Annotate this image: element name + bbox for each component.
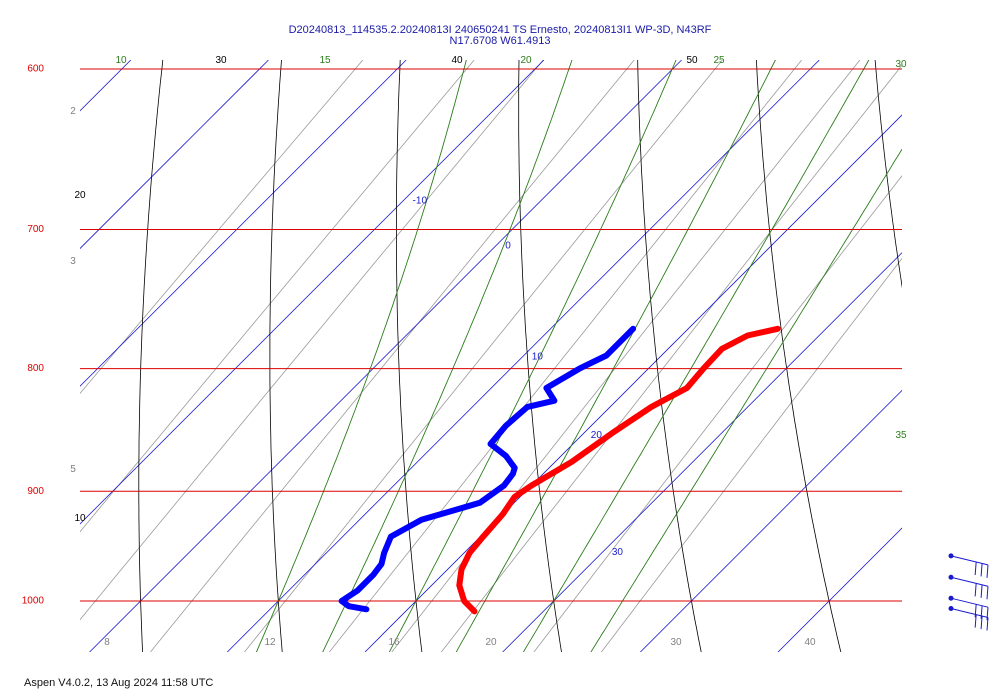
dry-adiabat-line — [874, 60, 902, 289]
wind-barb — [948, 595, 989, 621]
dry-adiabat-label: 10 — [74, 513, 86, 524]
mixing-ratio-label: 5 — [70, 464, 76, 475]
dry-adiabat-line — [994, 60, 1000, 652]
dry-adiabat-line — [637, 60, 702, 652]
isotherm-line — [364, 114, 902, 652]
dry-adiabat-line — [518, 60, 562, 652]
mixing-ratio-label: 12 — [264, 637, 276, 648]
pressure-label: 800 — [27, 363, 44, 374]
moist-adiabat-label: 15 — [319, 55, 331, 66]
mixing-ratio-line — [80, 60, 475, 533]
mixing-ratio-line — [440, 64, 902, 652]
isotherm-line — [777, 527, 902, 652]
isotherm-label: 10 — [532, 352, 544, 363]
moist-adiabat-line — [255, 60, 467, 652]
wind-barb — [948, 553, 989, 578]
isotherm-line — [80, 60, 545, 525]
dry-adiabat-line — [269, 60, 283, 652]
mixing-ratio-line — [80, 60, 364, 395]
isotherm-line — [80, 60, 407, 387]
moist-adiabat-line — [590, 148, 902, 652]
dry-adiabat-label: 30 — [215, 55, 227, 66]
dry-adiabat-label: 40 — [451, 55, 463, 66]
mixing-ratio-label: 40 — [804, 637, 816, 648]
chart-subtitle: N17.6708 W61.4913 — [449, 35, 551, 47]
dry-adiabat-label: 50 — [686, 55, 698, 66]
moist-adiabat-label: 10 — [115, 55, 127, 66]
moist-adiabat-line — [522, 60, 870, 652]
moist-adiabat-label: 30 — [895, 59, 907, 70]
isotherm-label: 20 — [591, 430, 603, 441]
dry-adiabat-label: 20 — [74, 190, 86, 201]
pressure-label: 700 — [27, 224, 44, 235]
mixing-ratio-line — [329, 60, 803, 652]
moist-adiabat-label: 35 — [895, 430, 907, 441]
isotherm-line — [89, 60, 682, 652]
wind-barb — [948, 574, 989, 600]
isotherm-line — [640, 389, 902, 652]
moist-adiabat-line — [388, 60, 677, 652]
dry-adiabat-line — [3, 60, 44, 652]
wind-barb — [948, 606, 989, 631]
moist-adiabat-label: 25 — [713, 55, 725, 66]
mixing-ratio-label: 16 — [388, 637, 400, 648]
mixing-ratio-line — [533, 175, 902, 652]
wind-barbs — [948, 553, 989, 631]
mixing-ratio-line — [244, 60, 723, 652]
dry-adiabat-line — [396, 60, 423, 652]
mixing-ratio-line — [150, 60, 635, 652]
moist-adiabat-line — [455, 60, 776, 652]
isobar-lines: 600 700 800 900 1000 — [22, 64, 902, 607]
isotherm-line — [227, 60, 820, 652]
dry-adiabat-line — [138, 60, 164, 652]
mixing-ratio-label: 2 — [70, 106, 76, 117]
isotherm-label: 30 — [612, 547, 624, 558]
isotherm-line — [502, 252, 902, 652]
moist-adiabat-lines — [255, 60, 902, 652]
mixing-ratio-line — [601, 257, 902, 652]
isotherm-line — [80, 60, 269, 250]
mixing-ratio-label: 3 — [70, 256, 76, 267]
mixing-ratio-line — [80, 60, 544, 621]
dewpoint-profile — [338, 325, 637, 613]
pressure-label: 1000 — [22, 596, 45, 607]
moist-adiabat-line — [322, 60, 573, 652]
pressure-label: 900 — [27, 486, 44, 497]
pressure-label: 600 — [27, 64, 44, 75]
isotherm-lines — [80, 60, 902, 652]
isotherm-label: 0 — [505, 240, 511, 251]
sounding-profiles — [338, 325, 781, 615]
moist-adiabat-label: 20 — [520, 55, 532, 66]
temperature-profile — [456, 325, 781, 615]
chart-title: D20240813_114535.2.20240813I 240650241 T… — [288, 24, 712, 36]
mixing-ratio-label: 30 — [670, 637, 682, 648]
footer-text: Aspen V4.0.2, 13 Aug 2024 11:58 UTC — [24, 677, 214, 689]
dry-adiabat-line — [756, 60, 842, 652]
mixing-ratio-lines — [80, 60, 902, 652]
dry-adiabat-lines — [3, 60, 1000, 652]
isotherm-label: -10 — [413, 195, 428, 206]
mixing-ratio-label: 20 — [485, 637, 497, 648]
mixing-ratio-label: 8 — [104, 637, 110, 648]
